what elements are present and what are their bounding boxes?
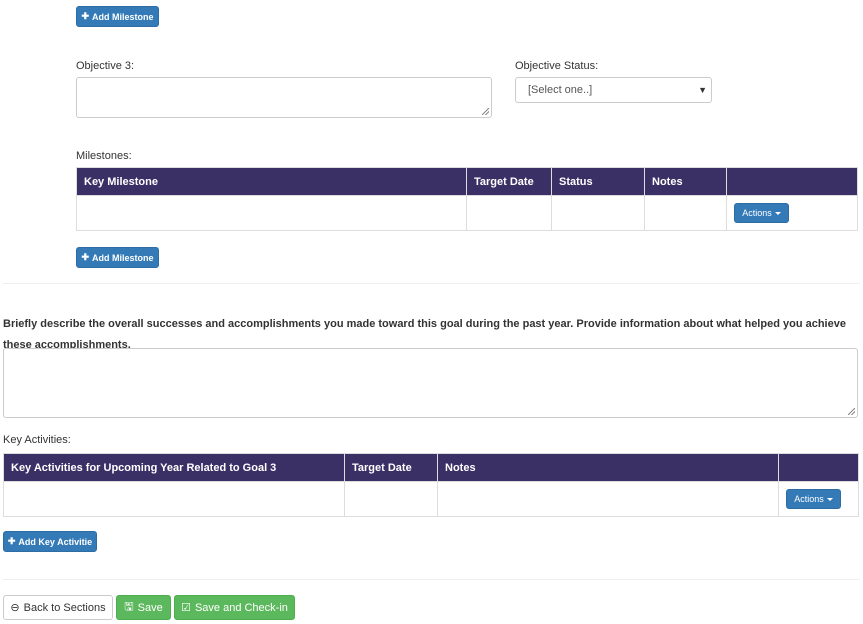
table-row: Actions (3, 481, 859, 517)
column-header: Status (551, 167, 645, 196)
column-header (778, 453, 859, 482)
save-button[interactable]: 🖫 Save (116, 595, 171, 620)
actions-dropdown-button[interactable]: Actions (734, 203, 789, 223)
table-header-row: Key Activities for Upcoming Year Related… (3, 453, 859, 482)
column-header: Notes (644, 167, 727, 196)
column-header: Key Activities for Upcoming Year Related… (3, 453, 345, 482)
table-header-row: Key Milestone Target Date Status Notes (76, 167, 858, 196)
objective-label: Objective 3: (76, 60, 135, 72)
caret-down-icon (774, 211, 781, 215)
key-activities-table: Key Activities for Upcoming Year Related… (3, 453, 859, 517)
floppy-disk-icon: 🖫 (124, 601, 134, 613)
milestones-table: Key Milestone Target Date Status Notes A… (76, 167, 858, 231)
check-square-icon: ☑ (181, 602, 191, 614)
circle-arrow-left-icon: ⊖ (10, 602, 20, 614)
caret-down-icon (826, 497, 833, 501)
save-and-checkin-button[interactable]: ☑ Save and Check-in (174, 595, 295, 620)
key-activities-label: Key Activities: (3, 434, 71, 446)
plus-icon: ✚ (81, 11, 90, 21)
table-row: Actions (76, 195, 858, 231)
column-header: Key Milestone (76, 167, 467, 196)
add-key-activity-button[interactable]: ✚ Add Key Activitie (3, 531, 97, 552)
resize-grip-icon[interactable] (482, 108, 489, 115)
divider (3, 579, 860, 580)
column-header (726, 167, 858, 196)
add-milestone-button-top[interactable]: ✚ Add Milestone (76, 6, 159, 27)
plus-icon: ✚ (7, 536, 16, 546)
resize-grip-icon[interactable] (848, 408, 855, 415)
objective-textarea[interactable] (76, 77, 492, 118)
column-header: Target Date (466, 167, 552, 196)
actions-dropdown-button[interactable]: Actions (786, 489, 841, 509)
accomplishments-textarea[interactable] (3, 348, 858, 418)
divider (3, 283, 860, 284)
dropdown-arrow-icon: ▼ (698, 85, 707, 95)
column-header: Target Date (344, 453, 438, 482)
back-to-sections-button[interactable]: ⊖ Back to Sections (3, 595, 113, 620)
add-milestone-button[interactable]: ✚ Add Milestone (76, 247, 159, 268)
objective-status-select[interactable]: [Select one..] ▼ (515, 77, 712, 103)
plus-icon: ✚ (81, 252, 90, 262)
objective-status-label: Objective Status: (515, 60, 599, 72)
milestones-label: Milestones: (76, 150, 132, 162)
column-header: Notes (437, 453, 779, 482)
